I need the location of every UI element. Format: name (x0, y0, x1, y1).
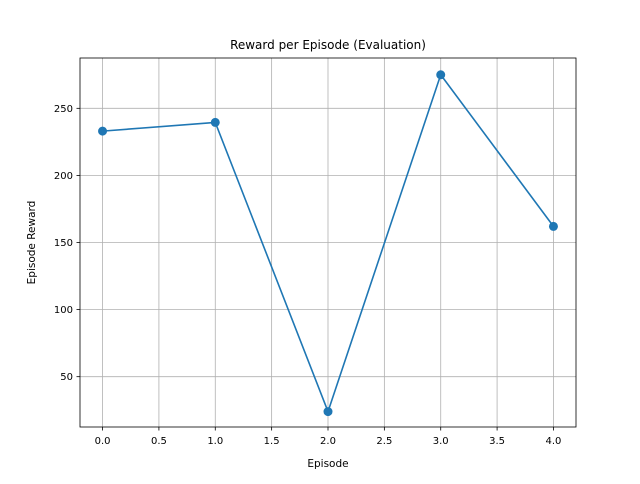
y-tick-label: 250 (54, 104, 73, 115)
x-axis-label: Episode (307, 458, 348, 470)
x-tick-label: 1.5 (264, 436, 280, 447)
y-tick-label: 200 (54, 171, 73, 182)
y-tick-label: 50 (60, 372, 73, 383)
x-tick-label: 1.0 (207, 436, 223, 447)
x-tick-label: 0.0 (95, 436, 111, 447)
y-tick-label: 100 (54, 305, 73, 316)
x-tick-label: 2.5 (376, 436, 392, 447)
y-axis-label: Episode Reward (26, 201, 38, 285)
y-tick-label: 150 (54, 238, 73, 249)
data-point (98, 126, 108, 136)
x-tick-label: 3.5 (489, 436, 505, 447)
chart-title: Reward per Episode (Evaluation) (230, 38, 426, 52)
grid (80, 58, 576, 427)
data-point (436, 70, 446, 80)
plot-frame (79, 57, 577, 428)
data-point (210, 117, 220, 127)
x-tick-label: 2.0 (320, 436, 336, 447)
x-tick-label: 0.5 (151, 436, 167, 447)
series-layer (98, 70, 558, 417)
x-tick-label: 4.0 (546, 436, 562, 447)
data-point (323, 407, 333, 417)
data-point (548, 221, 558, 231)
x-tick-label: 3.0 (433, 436, 449, 447)
axis-ticks: 0.0 0.5 1.0 1.5 2.0 2.5 3.0 3.5 4.0 50 100 150 200 25… (54, 104, 562, 447)
